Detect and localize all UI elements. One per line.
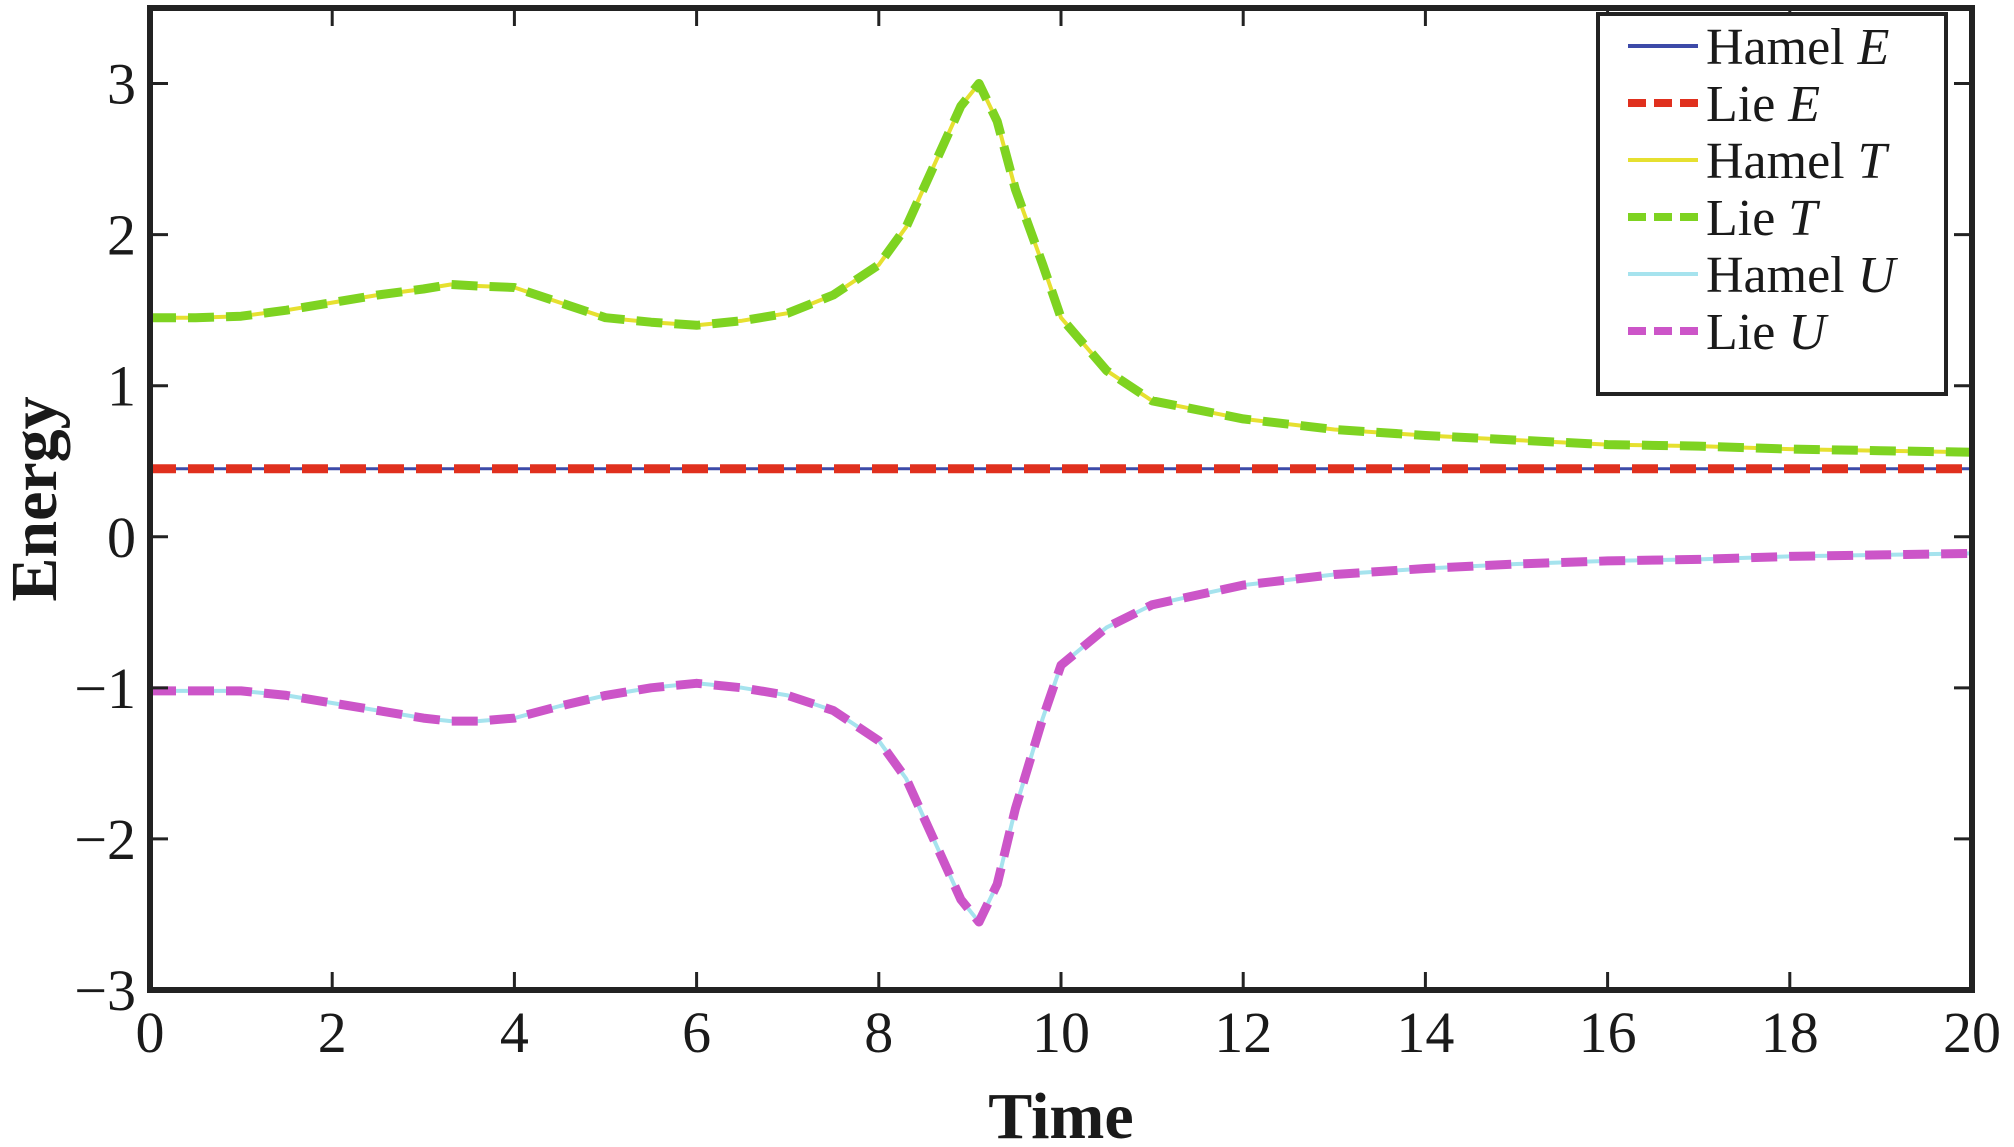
x-tick-label: 8: [864, 1000, 893, 1065]
x-tick-label: 12: [1214, 1000, 1272, 1065]
legend-label-base: Lie: [1706, 76, 1788, 133]
y-tick-label: 3: [107, 52, 136, 117]
series-lines: [150, 79, 1972, 927]
legend-label-var: U: [1858, 247, 1899, 304]
legend-label: Hamel T: [1706, 133, 1890, 190]
legend-label-var: E: [1787, 76, 1820, 133]
legend-label-base: Lie: [1706, 304, 1788, 361]
series-line-lie-u: [150, 548, 1972, 927]
legend-label-base: Hamel: [1706, 133, 1858, 190]
y-axis-title: Energy: [0, 396, 71, 601]
legend-label-var: U: [1788, 304, 1829, 361]
legend-label: Lie T: [1706, 190, 1820, 247]
legend-label-base: Lie: [1706, 190, 1788, 247]
x-tick-label: 10: [1032, 1000, 1090, 1065]
y-tick-label: 1: [107, 354, 136, 419]
y-tick-label: −3: [74, 958, 136, 1023]
legend-label: Lie E: [1706, 76, 1820, 133]
x-axis-title: Time: [988, 1080, 1133, 1147]
series-line-hamel-u: [150, 551, 1972, 924]
legend-label: Hamel U: [1706, 247, 1899, 304]
x-tick-label: 4: [500, 1000, 529, 1065]
x-tick-label: 18: [1761, 1000, 1819, 1065]
legend-label-base: Hamel: [1706, 247, 1858, 304]
y-tick-label: −1: [74, 656, 136, 721]
x-tick-label: 6: [682, 1000, 711, 1065]
x-tick-label: 0: [136, 1000, 165, 1065]
x-tick-label: 20: [1943, 1000, 2001, 1065]
y-tick-label: −2: [74, 807, 136, 872]
x-tick-label: 14: [1396, 1000, 1454, 1065]
legend-label: Lie U: [1706, 304, 1829, 361]
y-tick-label: 0: [107, 505, 136, 570]
legend-label-var: T: [1788, 190, 1820, 247]
x-tick-label: 2: [318, 1000, 347, 1065]
legend-label: Hamel E: [1706, 19, 1889, 76]
series-line-lie-t: [150, 79, 1972, 457]
legend-label-base: Hamel: [1706, 19, 1858, 76]
x-tick-label: 16: [1579, 1000, 1637, 1065]
legend-label-var: T: [1858, 133, 1890, 190]
legend-label-var: E: [1857, 19, 1890, 76]
y-tick-label: 2: [107, 203, 136, 268]
